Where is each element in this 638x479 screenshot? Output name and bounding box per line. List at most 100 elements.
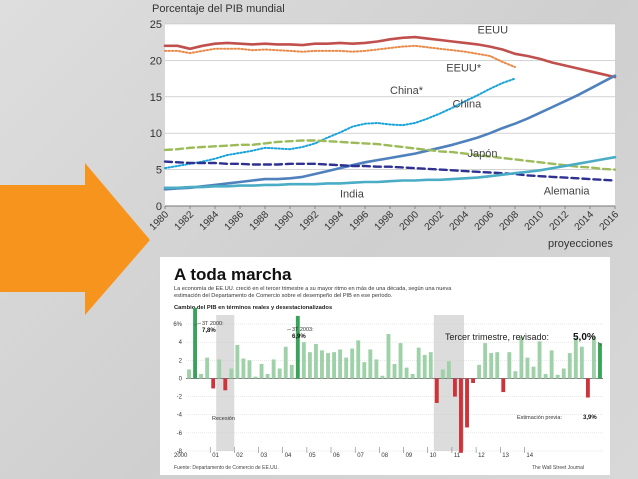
x-tick-label: 2012 bbox=[548, 209, 572, 233]
x-tick-label: 1998 bbox=[373, 209, 397, 233]
bar-x-tick-label: 09 bbox=[406, 453, 413, 459]
bar-q47 bbox=[471, 378, 475, 383]
series-label-india: India bbox=[340, 188, 365, 200]
chart-title: Porcentaje del PIB mundial bbox=[152, 3, 285, 15]
bar-q57 bbox=[531, 366, 536, 379]
bar-y-tick-label: 2 bbox=[179, 358, 183, 364]
bar-q20 bbox=[307, 352, 312, 379]
bar-y-tick-label: -8 bbox=[177, 449, 183, 455]
bar-y-tick-label: -4 bbox=[177, 413, 183, 419]
x-tick-label: 2000 bbox=[398, 209, 422, 233]
source-note: Fuente: Departamento de Comercio de EE.U… bbox=[174, 465, 279, 471]
bar-x-tick-label: 05 bbox=[309, 453, 316, 459]
series-line-eeuu-proj bbox=[164, 44, 516, 68]
x-tick-label: 1980 bbox=[148, 209, 172, 233]
gridlines bbox=[165, 23, 615, 207]
bar-q0 bbox=[187, 369, 191, 379]
bars bbox=[187, 307, 602, 453]
bar-q51 bbox=[495, 352, 500, 379]
bar-q65 bbox=[579, 346, 584, 379]
annotation-revised-value: 5,0% bbox=[573, 332, 596, 343]
annotation-3t-2000-value: 7,8% bbox=[202, 328, 216, 334]
bar-q67 bbox=[592, 336, 596, 379]
y-tick-label: 10 bbox=[150, 128, 162, 140]
annotation-revised-label: Tercer trimestre, revisado: bbox=[445, 332, 549, 342]
bar-q43 bbox=[446, 361, 451, 379]
x-tick-label: 1982 bbox=[173, 209, 197, 233]
series-labels: EEUU EEUU* China* China Japón Alemania India bbox=[340, 25, 590, 201]
series-label-china: China bbox=[453, 99, 483, 111]
x-tick-label: 1996 bbox=[348, 209, 372, 233]
bar-q41 bbox=[434, 378, 439, 403]
bar-q60 bbox=[549, 350, 554, 379]
y-tick-label: 5 bbox=[156, 165, 162, 177]
bar-q21 bbox=[314, 344, 318, 379]
y-tick-label: 15 bbox=[150, 92, 162, 104]
annotation-3t-2003-label: 3T 2003: bbox=[292, 327, 314, 333]
series-label-alemania: Alemania bbox=[544, 185, 591, 197]
bar-q50 bbox=[489, 353, 494, 379]
x-tick-label: 1984 bbox=[198, 209, 222, 233]
bar-q12 bbox=[259, 363, 264, 379]
bar-q33 bbox=[386, 334, 391, 379]
subtitle-line-2: estimación del Departamento de Comercio … bbox=[174, 293, 393, 299]
world-gdp-line-chart: Porcentaje del PIB mundial 0 5 10 15 20 25 19… bbox=[148, 3, 622, 250]
bar-q35 bbox=[398, 343, 403, 379]
credit-note: The Wall Street Journal bbox=[532, 465, 584, 471]
bar-q22 bbox=[320, 350, 324, 379]
bar-y-tick-label: -2 bbox=[177, 395, 183, 401]
bar-q2 bbox=[199, 373, 204, 379]
bar-q39 bbox=[422, 354, 427, 379]
series-line-india bbox=[163, 155, 617, 190]
bar-q11 bbox=[253, 376, 258, 379]
bar-q61 bbox=[555, 374, 560, 379]
x-axis-ticks: 1980 1982 1984 1986 1988 1990 1992 1994 1996 1998… bbox=[148, 206, 622, 233]
y-tick-label: 20 bbox=[150, 55, 162, 67]
x-tick-label: 2010 bbox=[523, 209, 547, 233]
x-tick-label: 1990 bbox=[273, 209, 297, 233]
bar-q56 bbox=[525, 357, 530, 379]
bar-q55 bbox=[519, 336, 524, 379]
plot-area bbox=[165, 24, 615, 206]
x-tick-label: 1994 bbox=[323, 209, 347, 233]
bar-x-tick-label: 07 bbox=[357, 453, 364, 459]
bar-q64 bbox=[573, 337, 578, 379]
bar-x-tick-label: 02 bbox=[236, 453, 243, 459]
bar-x-ticks: 2000 01 02 03 04 05 06 07 08 09 10 11 12 13 14 bbox=[174, 447, 534, 459]
bar-q54 bbox=[513, 371, 518, 379]
bar-q28 bbox=[356, 340, 361, 379]
bar-x-tick-label: 08 bbox=[381, 453, 388, 459]
recession-label: Recesión bbox=[212, 416, 235, 422]
annotation-previous-label: Estimación previa: bbox=[517, 415, 562, 421]
orange-arrow bbox=[0, 163, 150, 315]
bar-q29 bbox=[362, 362, 367, 379]
bar-q53 bbox=[507, 352, 512, 379]
bar-q45 bbox=[459, 378, 463, 453]
shaded-period-1 bbox=[433, 315, 464, 451]
x-tick-label: 2016 bbox=[598, 209, 622, 233]
series-label-eeuu-proj: EEUU* bbox=[446, 62, 482, 74]
projections-label: proyecciones bbox=[548, 238, 613, 250]
gdp-change-panel: A toda marcha La economía de EE.UU. crec… bbox=[160, 257, 610, 475]
x-tick-label: 1988 bbox=[248, 209, 272, 233]
bar-q34 bbox=[392, 363, 397, 379]
bar-q5 bbox=[217, 359, 222, 379]
bar-q38 bbox=[416, 347, 421, 379]
bar-q25 bbox=[338, 349, 343, 379]
bar-q27 bbox=[350, 348, 355, 379]
series-line-china-proj bbox=[164, 77, 516, 170]
series-line-alemania bbox=[163, 160, 617, 182]
bar-q10 bbox=[247, 360, 252, 379]
bar-q37 bbox=[410, 373, 415, 379]
bar-q30 bbox=[368, 349, 373, 379]
annotation-3t-2003: 3T 2003: 6,9% bbox=[286, 327, 314, 340]
bar-q40 bbox=[428, 352, 433, 379]
bar-q9 bbox=[241, 358, 246, 379]
bar-q66 bbox=[585, 378, 590, 398]
annotation-3t-2003-value: 6,9% bbox=[292, 334, 306, 340]
bar-q59 bbox=[543, 373, 548, 379]
bar-y-ticks: 6% 4 2 0 -2 -4 -6 -8 bbox=[173, 322, 182, 455]
x-tick-label: 2002 bbox=[423, 209, 447, 233]
annotation-previous: Estimación previa: 3,9% bbox=[517, 415, 597, 421]
bar-q62 bbox=[561, 368, 566, 379]
